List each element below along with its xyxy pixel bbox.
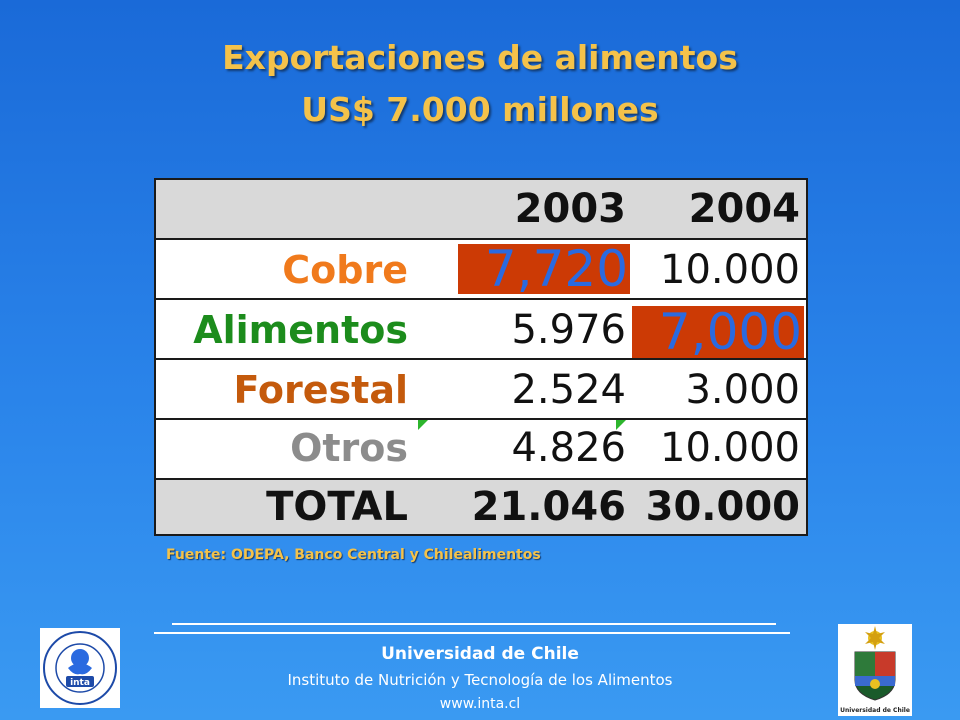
header-label-cell — [156, 180, 412, 238]
header-2003: 2003 — [514, 186, 626, 232]
header-2004: 2004 — [688, 186, 800, 232]
table-row-forestal: Forestal 2.524 3.000 — [156, 362, 806, 420]
footer-website-link[interactable]: www.inta.cl — [439, 696, 521, 712]
uchile-crest-graphic: Universidad de Chile — [840, 626, 910, 714]
table-row-cobre: Cobre 7,720 10.000 — [156, 240, 806, 300]
row-label-otros: Otros — [290, 426, 408, 470]
highlight-alimentos-2004: 7,000 — [632, 303, 804, 361]
inta-logo-graphic: inta — [43, 631, 117, 705]
inta-logo: inta — [40, 628, 120, 708]
footer-divider-top — [172, 623, 776, 625]
otros-2003: 4.826 — [511, 425, 626, 471]
cell-comment-marker — [418, 420, 428, 430]
total-2004: 30.000 — [645, 484, 800, 530]
table-header-row: 2003 2004 — [156, 180, 806, 240]
cell-comment-marker — [616, 420, 626, 430]
row-label-alimentos: Alimentos — [193, 308, 408, 352]
cobre-2004: 10.000 — [660, 247, 800, 293]
table-row-otros: Otros 4.826 10.000 — [156, 420, 806, 476]
total-2003: 21.046 — [471, 484, 626, 530]
source-note: Fuente: ODEPA, Banco Central y Chilealim… — [166, 547, 541, 563]
forestal-2004: 3.000 — [685, 367, 800, 413]
uchile-logo-caption: Universidad de Chile — [840, 707, 910, 714]
table-total-row: TOTAL 21.046 30.000 — [156, 478, 806, 534]
row-label-cobre: Cobre — [282, 248, 408, 292]
slide-title-line1: Exportaciones de alimentos — [222, 38, 738, 77]
inta-logo-text: inta — [70, 678, 90, 688]
slide-title-line2: US$ 7.000 millones — [301, 90, 659, 129]
footer-university: Universidad de Chile — [381, 644, 579, 664]
otros-2004: 10.000 — [660, 425, 800, 471]
table-row-alimentos: Alimentos 5.976 7,000 — [156, 302, 806, 361]
universidad-de-chile-logo: Universidad de Chile — [838, 624, 912, 716]
footer-divider-bottom — [154, 632, 790, 634]
row-label-forestal: Forestal — [233, 368, 409, 412]
footer-institute: Instituto de Nutrición y Tecnología de l… — [287, 671, 673, 689]
highlight-cobre-2003: 7,720 — [458, 240, 630, 298]
forestal-2003: 2.524 — [511, 367, 626, 413]
total-label: TOTAL — [266, 484, 408, 530]
exports-table: 2003 2004 Cobre 7,720 10.000 Alimentos 5… — [154, 178, 808, 536]
alimentos-2003: 5.976 — [511, 307, 626, 353]
